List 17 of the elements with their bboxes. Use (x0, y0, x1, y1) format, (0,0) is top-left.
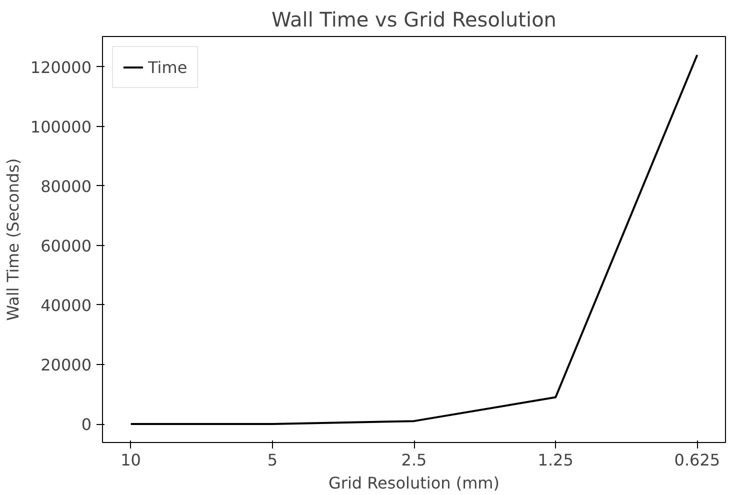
y-axis-title: Wall Time (Seconds) (3, 158, 22, 321)
y-tick-label: 100000 (30, 117, 92, 136)
y-tick-label: 80000 (40, 176, 92, 196)
chart-title: Wall Time vs Grid Resolution (272, 8, 556, 32)
y-tick-label: 40000 (40, 296, 92, 315)
y-tick-label: 120000 (30, 58, 92, 77)
x-tick-label: 10 (120, 450, 141, 470)
x-axis-title: Grid Resolution (mm) (328, 474, 500, 492)
x-tick-label: 0.625 (674, 450, 720, 470)
line-series (130, 54, 698, 426)
x-tick-label: 2.5 (401, 450, 427, 470)
x-tick-label: 1.25 (538, 450, 574, 470)
x-tick-label: 5 (267, 450, 278, 470)
y-tick-label: 0 (81, 415, 92, 434)
legend-label: Time (148, 58, 188, 76)
y-tick-label: 60000 (40, 236, 92, 256)
y-tick-label: 20000 (40, 356, 92, 375)
